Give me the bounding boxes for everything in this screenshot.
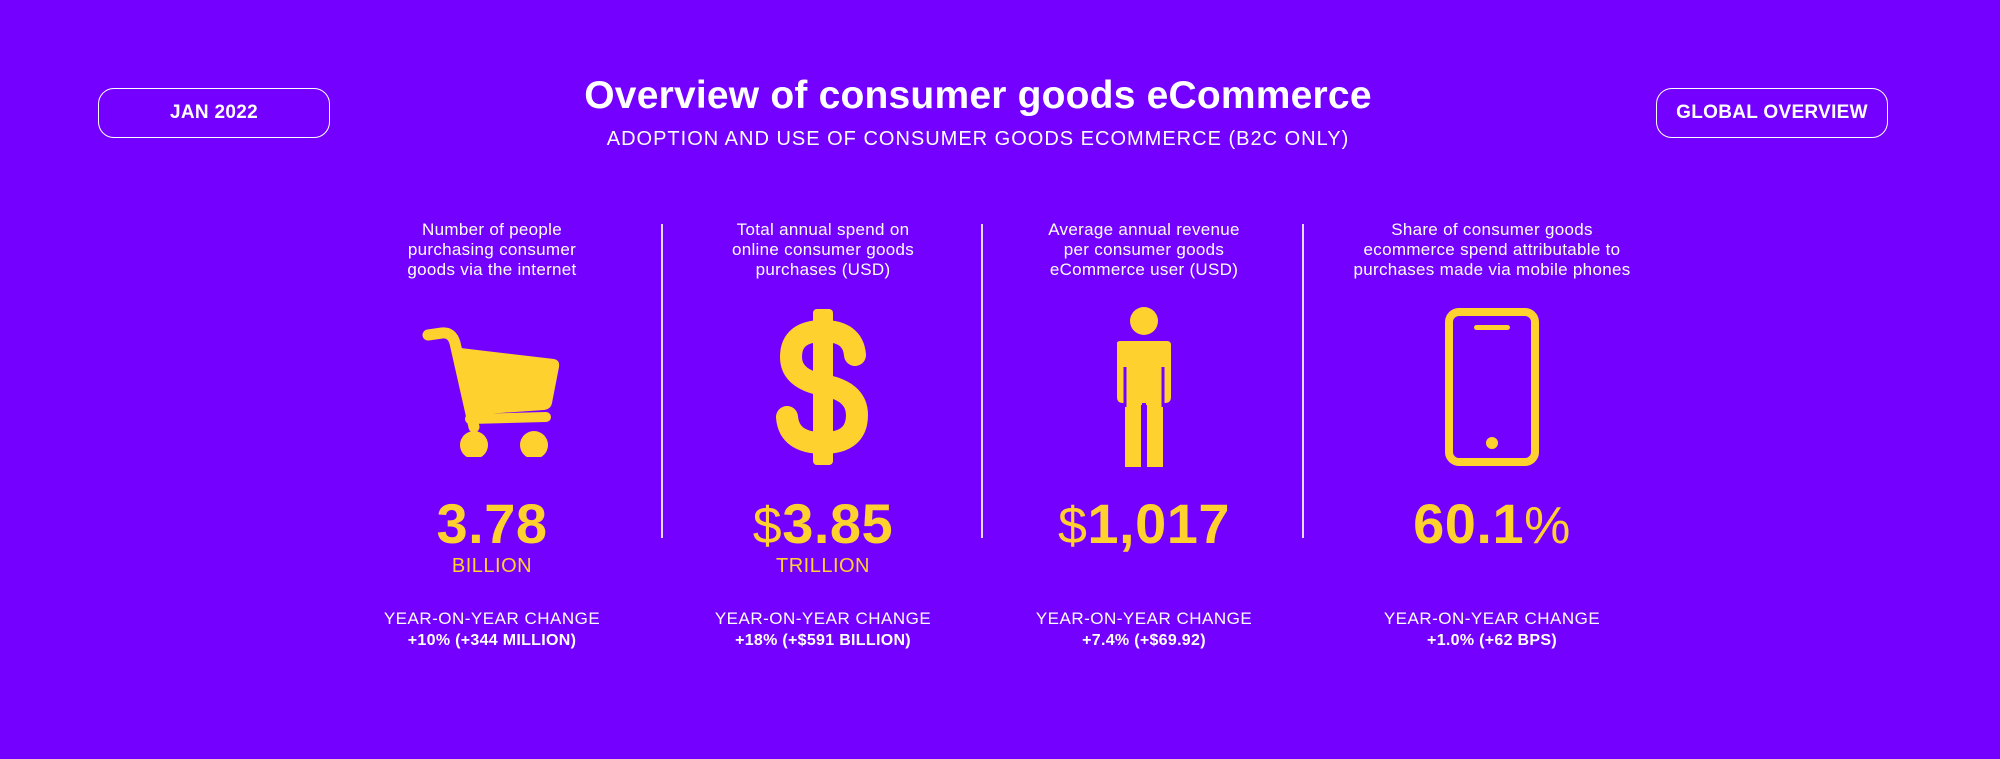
yoy-value: +10% (+344 MILLION) [407,632,577,649]
metric-revenue-per-user: Average annual revenue per consumer good… [984,220,1304,652]
metric-online-shoppers: Number of people purchasing consumer goo… [332,220,652,652]
dollar-sign-icon [776,309,869,465]
metric-value: $1,017 [1057,492,1231,556]
yoy-label: YEAR-ON-YEAR CHANGE [1383,609,1601,628]
yoy-label: YEAR-ON-YEAR CHANGE [1035,609,1253,628]
yoy-label: YEAR-ON-YEAR CHANGE [383,609,601,628]
yoy-value: +1.0% (+62 BPS) [1427,632,1557,649]
metric-annual-spend: Total annual spend on online consumer go… [663,220,983,652]
scope-badge: GLOBAL OVERVIEW [1656,88,1888,138]
column-divider [1302,224,1304,538]
yoy-value: +7.4% (+$69.92) [1082,632,1206,649]
yoy-value: +18% (+$591 BILLION) [735,632,911,649]
shopping-cart-icon [422,327,560,457]
page-subtitle: ADOPTION AND USE OF CONSUMER GOODS ECOMM… [606,128,1350,150]
page-title: Overview of consumer goods eCommerce [584,74,1372,117]
metric-description: Share of consumer goods ecommerce spend … [1353,220,1631,279]
metric-description: Number of people purchasing consumer goo… [407,220,577,279]
metric-mobile-share: Share of consumer goods ecommerce spend … [1332,220,1652,652]
person-icon [1117,307,1171,467]
metric-unit: BILLION [451,555,533,577]
yoy-label: YEAR-ON-YEAR CHANGE [714,609,932,628]
metric-description: Average annual revenue per consumer good… [1048,220,1240,279]
date-badge: JAN 2022 [98,88,330,138]
metric-description: Total annual spend on online consumer go… [731,220,915,279]
metric-unit [1332,554,1652,578]
metric-value: 3.78 [436,492,548,555]
metric-value: 60.1% [1413,492,1571,556]
column-divider [981,224,983,538]
column-divider [661,224,663,538]
metric-unit: TRILLION [775,555,871,577]
metric-unit [984,554,1304,578]
mobile-phone-icon [1445,308,1539,466]
metric-value: $3.85 [752,492,894,556]
